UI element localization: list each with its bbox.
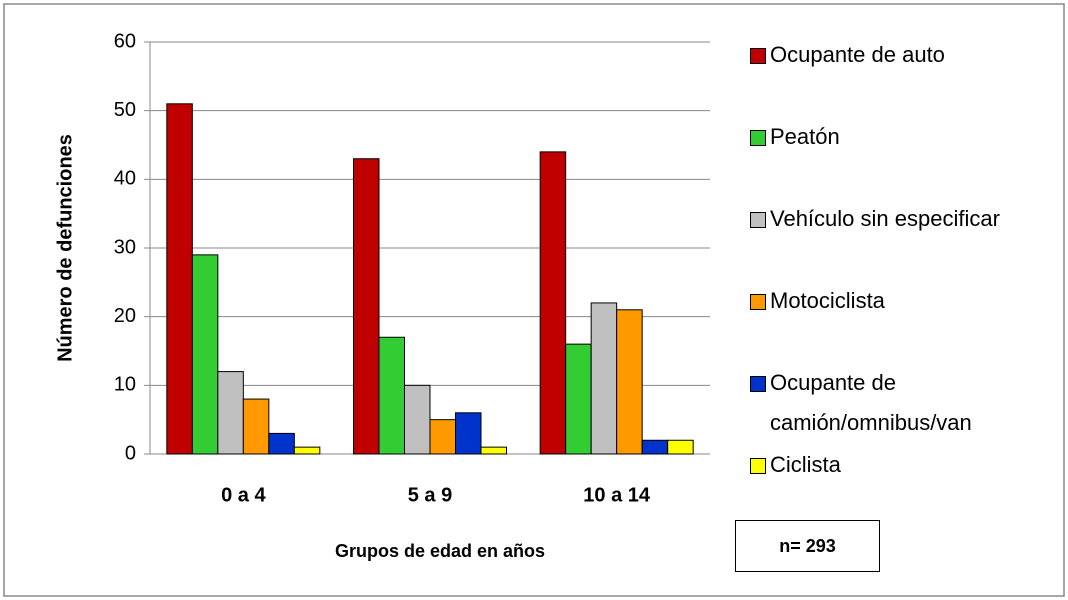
y-tick-label: 0 [125,442,136,464]
bar [590,302,618,455]
legend-item: Vehículo sin especificar [750,199,1050,239]
bar [539,151,567,455]
bar [641,439,669,455]
chart-border [3,3,1065,597]
bar [616,309,643,455]
y-tick-label: 20 [114,305,136,327]
x-tick-label: 0 a 4 [221,484,266,506]
legend-item: Motociclista [750,281,1050,321]
x-tick-label: 5 a 9 [408,484,452,506]
legend-item: Ocupante de camión/omnibus/van [750,363,1050,443]
legend-swatch [750,130,766,146]
bar [429,419,456,455]
legend-swatch [750,376,766,392]
bar [455,412,482,455]
x-axis-label: Grupos de edad en años [335,541,545,561]
bar [242,398,270,455]
legend-swatch [750,294,766,310]
legend-label: Peatón [770,124,840,149]
y-tick-label: 50 [114,99,136,121]
bar [191,254,219,455]
bar [166,103,193,455]
bar [565,343,592,455]
legend-swatch [750,212,766,228]
bar [217,371,244,455]
legend-label: Ocupante de auto [770,42,945,67]
bar [293,446,321,455]
legend-item: Ocupante de auto [750,35,1050,75]
legend-swatch [750,48,766,64]
bar [404,384,431,455]
y-tick-label: 40 [114,168,136,190]
annotation: n= 293 [735,520,880,572]
bar [667,439,694,455]
legend-label: Vehículo sin especificar [770,206,1000,231]
x-tick-label: 10 a 14 [583,484,651,506]
legend-label: Ocupante de camión/omnibus/van [770,370,972,435]
y-tick-label: 10 [114,374,136,396]
legend-swatch [750,458,766,474]
y-tick-label: 60 [114,30,136,52]
legend-label: Ciclista [770,452,841,477]
legend-label: Motociclista [770,288,885,313]
bar [268,432,295,455]
bar [353,158,380,455]
legend-item: Ciclista [750,445,1050,485]
bar [480,446,507,455]
y-axis-label: Número de defunciones [54,134,76,362]
y-tick-label: 30 [114,236,136,258]
bar [378,336,405,455]
legend-item: Peatón [750,117,1050,157]
